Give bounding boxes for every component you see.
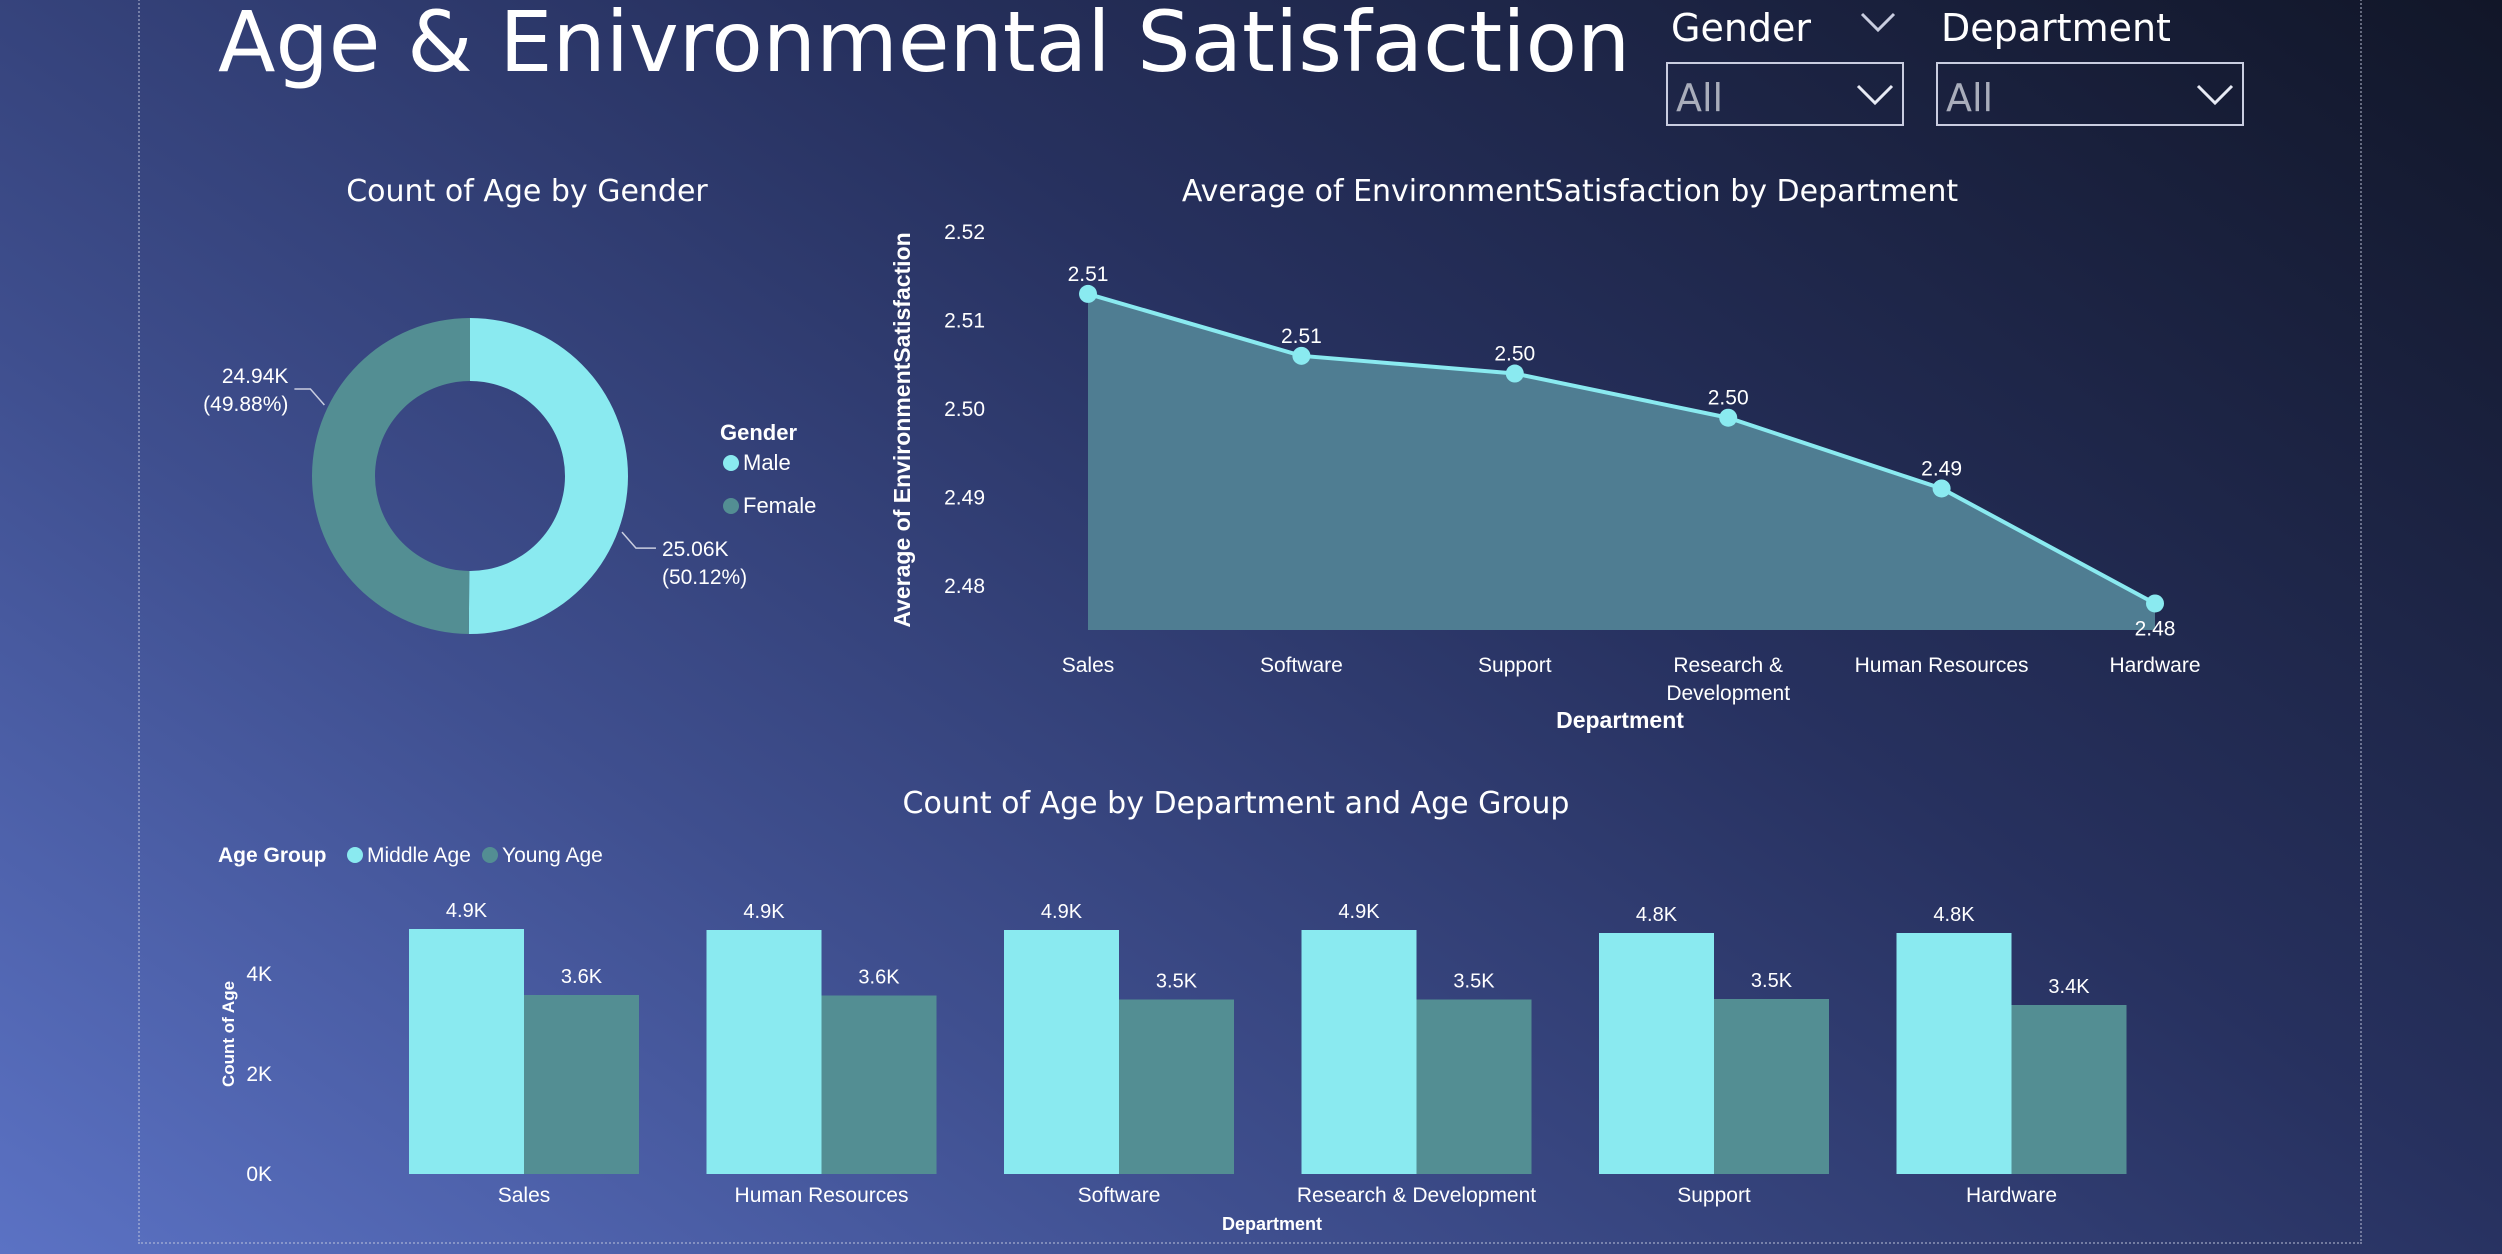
bar-data-label: 3.5K	[1751, 970, 1793, 992]
x-tick-label: Human Resources	[1855, 654, 2029, 677]
donut-percent-label: (49.88%)	[203, 393, 288, 416]
x-tick-label: Support	[1478, 654, 1552, 677]
area-series-line	[1087, 291, 2156, 606]
bar-data-label: 4.9K	[1041, 901, 1083, 923]
y-tick-label: 2.52	[944, 221, 985, 244]
x-tick-label: Human Resources	[735, 1184, 909, 1207]
area-chart-title: Average of EnvironmentSatisfaction by De…	[1181, 174, 1959, 209]
chevron-down-icon	[2196, 84, 2234, 106]
bar-young-age	[2011, 1005, 2127, 1174]
bar-young-age	[1714, 999, 1829, 1174]
donut-slice-female	[311, 318, 470, 634]
x-tick-label: Research & Development	[1297, 1184, 1536, 1207]
bar-data-label: 3.5K	[1453, 971, 1495, 993]
x-tick-label: Development	[1666, 682, 1790, 705]
area-fill	[1088, 293, 2155, 630]
page-title: Age & Enivronmental Satisfaction	[218, 0, 1631, 91]
x-tick-label: Software	[1078, 1184, 1161, 1207]
data-point-1	[1292, 346, 1311, 365]
gender-slicer-value: All	[1676, 76, 1724, 120]
bar-data-label: 4.9K	[743, 901, 785, 923]
gender-slicer-title: Gender	[1671, 6, 1812, 50]
legend-dot-young-age	[482, 847, 498, 863]
x-tick-label: Support	[1677, 1184, 1751, 1207]
bar-middle-age	[1599, 933, 1714, 1174]
y-tick-label: 2K	[246, 1063, 272, 1086]
bar-young-age	[1416, 999, 1532, 1174]
data-label: 2.49	[1921, 457, 1962, 480]
legend-label-young-age: Young Age	[502, 844, 603, 867]
bar-middle-age	[1301, 930, 1417, 1174]
gender-slicer-dropdown[interactable]: All	[1666, 62, 1904, 126]
y-axis-title: Average of EnvironmentSatisfaction	[889, 232, 915, 627]
y-tick-label: 2.50	[944, 398, 985, 421]
data-label: 2.50	[1494, 343, 1535, 366]
bar-data-label: 4.9K	[446, 900, 488, 922]
donut-data-label: 25.06K	[662, 538, 729, 561]
bar-data-label: 3.5K	[1156, 971, 1198, 993]
x-axis-title: Department	[1222, 1214, 1322, 1234]
gender-donut-chart: 25.06K (50.12%) 24.94K (49.88%) Gender Male Fe…	[203, 318, 816, 634]
donut-percent-label: (50.12%)	[662, 566, 747, 589]
y-tick-label: 2.51	[944, 309, 985, 332]
donut-chart-title: Count of Age by Gender	[346, 174, 708, 209]
bar-legend-title: Age Group	[218, 844, 327, 867]
bar-data-label: 3.6K	[858, 967, 900, 989]
legend-dot-female	[723, 498, 739, 514]
bar-data-label: 4.8K	[1933, 904, 1975, 926]
bar-data-label: 3.6K	[561, 966, 603, 988]
x-tick-label: Sales	[1062, 654, 1115, 677]
donut-legend-title: Gender	[720, 420, 797, 445]
donut-leader-line	[294, 388, 325, 406]
department-slicer-title: Department	[1941, 6, 2171, 50]
department-slicer-dropdown[interactable]: All	[1936, 62, 2244, 126]
legend-dot-male	[723, 455, 739, 471]
x-tick-label: Sales	[498, 1184, 551, 1207]
chevron-down-icon	[1856, 84, 1894, 106]
y-tick-label: 2.48	[944, 575, 985, 598]
bar-middle-age	[1896, 933, 2012, 1174]
x-axis-title: Department	[1556, 707, 1684, 733]
legend-label-male: Male	[743, 450, 791, 475]
satisfaction-area-chart: 2.48 2.49 2.50 2.51 2.52 2.51 2.51 2.50 2.50 2.49…	[889, 221, 2201, 733]
bar-young-age	[821, 995, 937, 1174]
bar-chart-title: Count of Age by Department and Age Group	[902, 786, 1570, 821]
x-tick-label: Hardware	[2109, 654, 2200, 677]
department-slicer-value: All	[1946, 76, 1994, 120]
donut-data-label: 24.94K	[222, 365, 289, 388]
age-group-bar-chart: Age Group Middle Age Young Age 0K 2K 4K Count …	[218, 844, 2127, 1234]
y-axis-title: Count of Age	[219, 981, 238, 1087]
data-point-3	[1719, 408, 1738, 427]
donut-leader-line	[621, 531, 656, 549]
bar-data-label: 4.9K	[1338, 901, 1380, 923]
bar-data-label: 3.4K	[2048, 976, 2090, 998]
data-label: 2.51	[1068, 263, 1109, 286]
legend-label-middle-age: Middle Age	[367, 844, 471, 867]
data-point-5	[2146, 594, 2164, 613]
legend-dot-middle-age	[347, 847, 363, 863]
gender-slicer-collapse-icon[interactable]	[1860, 12, 1896, 34]
y-tick-label: 2.49	[944, 486, 985, 509]
bar-middle-age	[706, 930, 822, 1174]
bar-young-age	[524, 995, 639, 1174]
donut-slice-male	[468, 318, 628, 634]
x-tick-label: Software	[1260, 654, 1343, 677]
data-label: 2.48	[2135, 617, 2176, 640]
bar-middle-age	[1004, 930, 1119, 1174]
data-point-0	[1079, 284, 1097, 303]
x-tick-label: Hardware	[1966, 1184, 2057, 1207]
data-label: 2.51	[1281, 325, 1322, 348]
data-point-4	[1932, 479, 1951, 498]
bar-young-age	[1119, 999, 1234, 1174]
data-label: 2.50	[1708, 387, 1749, 410]
legend-label-female: Female	[743, 493, 816, 518]
data-point-2	[1505, 364, 1524, 383]
x-tick-label: Research &	[1673, 654, 1783, 677]
report-frame	[138, 0, 2362, 1244]
bar-data-label: 4.8K	[1636, 904, 1678, 926]
y-tick-label: 0K	[246, 1163, 272, 1186]
bar-middle-age	[409, 929, 524, 1174]
y-tick-label: 4K	[246, 963, 272, 986]
